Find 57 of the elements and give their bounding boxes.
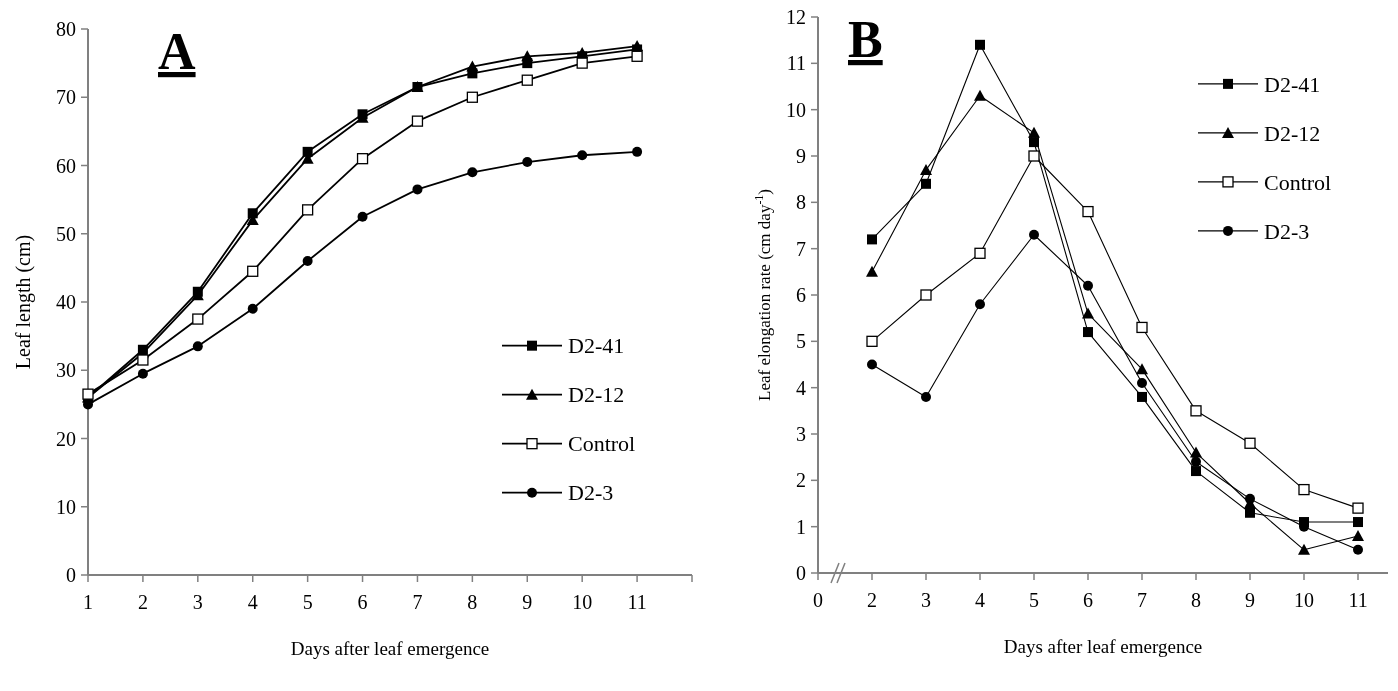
x-tick-label: 5 xyxy=(302,591,313,613)
y-tick-label: 60 xyxy=(56,154,76,177)
y-tick-label: 0 xyxy=(796,562,806,584)
legend-label: D2-3 xyxy=(1264,218,1310,244)
legend-label: D2-41 xyxy=(568,333,625,359)
legend-label: Control xyxy=(1264,169,1332,195)
x-tick-label: 5 xyxy=(1029,589,1039,611)
y-tick-label: 11 xyxy=(786,52,806,75)
x-tick-label: 4 xyxy=(975,589,985,611)
x-tick-label: 3 xyxy=(921,589,931,611)
x-tick-label: 11 xyxy=(1348,589,1368,611)
x-axis-title: Days after leaf emergence xyxy=(1003,636,1203,657)
x-tick-label: 3 xyxy=(192,591,203,613)
x-tick-label: 0 xyxy=(813,589,823,611)
y-tick-label: 10 xyxy=(786,98,806,121)
y-tick-label: 1 xyxy=(796,515,806,538)
x-tick-label: 7 xyxy=(412,591,423,613)
y-tick-label: 12 xyxy=(786,6,806,28)
y-tick-label: 80 xyxy=(56,18,76,40)
y-tick-label: 30 xyxy=(56,359,76,382)
y-tick-label: 6 xyxy=(796,284,806,306)
y-tick-label: 20 xyxy=(56,427,76,450)
x-tick-label: 10 xyxy=(572,591,593,613)
x-tick-label: 11 xyxy=(627,591,647,613)
legend-label: D2-41 xyxy=(1264,71,1321,97)
legend-label: D2-12 xyxy=(568,382,625,408)
x-tick-label: 1 xyxy=(83,591,93,613)
x-tick-label: 4 xyxy=(247,591,258,613)
x-tick-label: 10 xyxy=(1294,589,1314,611)
chart-title: B xyxy=(848,11,883,68)
x-tick-label: 7 xyxy=(1137,589,1147,611)
y-tick-label: 7 xyxy=(796,237,806,260)
y-tick-label: 2 xyxy=(796,469,806,492)
legend-label: D2-12 xyxy=(1264,120,1321,146)
y-tick-label: 3 xyxy=(796,423,806,445)
x-tick-label: 9 xyxy=(1245,589,1255,611)
x-tick-label: 8 xyxy=(467,591,478,613)
x-tick-label: 9 xyxy=(522,591,533,613)
y-tick-label: 9 xyxy=(796,145,806,167)
chart-title: A xyxy=(158,23,196,80)
x-tick-label: 2 xyxy=(867,589,877,611)
x-axis-title: Days after leaf emergence xyxy=(290,638,490,659)
x-tick-label: 6 xyxy=(357,591,368,613)
y-tick-label: 8 xyxy=(796,191,806,214)
y-tick-label: 10 xyxy=(56,495,76,518)
y-tick-label: 0 xyxy=(66,564,76,586)
y-axis-title: Leaf length (cm) xyxy=(12,234,35,370)
y-tick-label: 5 xyxy=(796,330,806,353)
y-tick-label: 50 xyxy=(56,222,76,245)
y-tick-label: 4 xyxy=(796,376,806,399)
y-tick-label: 70 xyxy=(56,86,76,109)
legend-label: Control xyxy=(568,431,636,457)
legend-label: D2-3 xyxy=(568,480,614,506)
x-tick-label: 2 xyxy=(137,591,148,613)
x-tick-label: 6 xyxy=(1083,589,1093,611)
y-tick-label: 40 xyxy=(56,291,76,313)
x-tick-label: 8 xyxy=(1191,589,1201,611)
